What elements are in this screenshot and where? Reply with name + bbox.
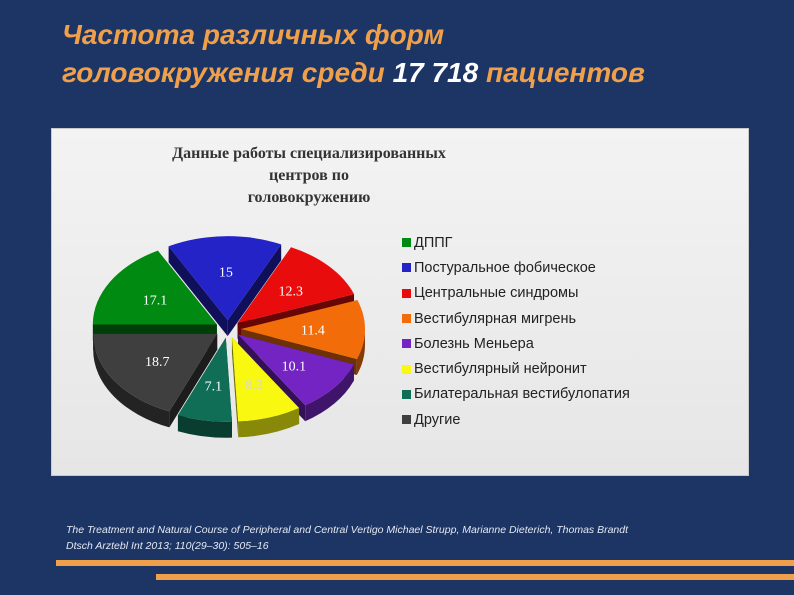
decorative-bar-top	[56, 560, 794, 566]
slide-title-line-2: головокружения среди 17 718 пациентов	[62, 54, 762, 92]
legend-item-7: Другие	[402, 407, 630, 432]
data-label-0: 17.1	[143, 294, 168, 309]
legend-label-7: Другие	[414, 411, 461, 428]
pie-slice-6	[177, 337, 232, 438]
legend-swatch-5	[402, 364, 411, 374]
chart-legend: ДППГ Постуральное фобическое Центральные с…	[402, 230, 630, 432]
pie-slice-top-7	[93, 333, 218, 412]
data-label-6: 7.1	[205, 380, 223, 395]
title-suffix: пациентов	[478, 57, 645, 88]
citation-line-1: The Treatment and Natural Course of Peri…	[66, 524, 629, 536]
pie-slice-top-6	[177, 337, 232, 422]
pie-slice-edge-4	[305, 364, 354, 422]
data-label-3: 11.4	[301, 323, 325, 338]
data-label-1: 15	[219, 266, 233, 281]
legend-label-3: Вестибулярная мигрень	[414, 310, 577, 327]
legend-label-5: Вестибулярный нейронит	[414, 361, 587, 378]
legend-swatch-1	[402, 263, 411, 273]
decorative-bar-bottom	[156, 574, 794, 580]
chart-title: Данные работы специализированных центров…	[144, 143, 474, 209]
patient-count: 17 718	[392, 57, 479, 88]
legend-swatch-2	[402, 288, 411, 298]
legend-item-3: Вестибулярная мигрень	[402, 306, 630, 331]
legend-label-6: Билатеральная вестибулопатия	[414, 386, 630, 403]
legend-item-2: Центральные синдромы	[402, 281, 630, 306]
pie-slice-wall-1-0	[168, 246, 228, 337]
legend-label-4: Болезнь Меньера	[414, 335, 534, 352]
pie-slice-edge-3	[356, 329, 365, 375]
pie-slice-top-3	[240, 300, 365, 359]
chart-title-line-1: Данные работы специализированных центров…	[172, 145, 446, 184]
pie-slice-7	[93, 333, 218, 428]
pie-slice-top-2	[237, 247, 355, 324]
legend-label-0: ДППГ	[414, 234, 453, 251]
legend-swatch-6	[402, 389, 411, 399]
data-label-7: 18.7	[145, 355, 170, 370]
pie-slice-edge-5	[238, 408, 300, 438]
pie-slice-top-0	[92, 250, 217, 325]
slide-title-line-1: Частота различных форм	[62, 19, 445, 50]
title-prefix: головокружения среди	[62, 57, 393, 88]
citation: The Treatment and Natural Course of Peri…	[66, 522, 756, 554]
pie-slice-edge-6	[177, 415, 232, 438]
legend-item-1: Постуральное фобическое	[402, 255, 630, 280]
slide-title: Частота различных форм головокружения ср…	[62, 16, 762, 92]
pie-slice-1	[168, 236, 282, 337]
legend-item-0: ДППГ	[402, 230, 630, 255]
legend-swatch-7	[402, 415, 411, 425]
pie-slice-edge-7	[93, 333, 170, 428]
pie-slice-top-1	[168, 236, 282, 321]
pie-slice-5	[231, 337, 300, 438]
legend-label-2: Центральные синдромы	[414, 285, 579, 302]
pie-slice-top-5	[231, 337, 300, 422]
legend-item-4: Болезнь Меньера	[402, 331, 630, 356]
pie-slice-wall-5-1	[231, 337, 239, 438]
data-label-2: 12.3	[279, 284, 304, 299]
legend-swatch-0	[402, 238, 411, 248]
chart-card: Данные работы специализированных центров…	[51, 128, 749, 476]
pie-slice-top-4	[238, 334, 354, 406]
legend-label-1: Постуральное фобическое	[414, 259, 596, 276]
data-label-5: 8.3	[245, 378, 263, 393]
legend-item-6: Билатеральная вестибулопатия	[402, 382, 630, 407]
legend-swatch-3	[402, 314, 411, 324]
pie-chart: 17.1 15 12.3 11.4 10.1 8.3 7.1 18.7	[92, 236, 365, 438]
chart-title-line-2: головокружению	[247, 189, 371, 206]
data-label-4: 10.1	[282, 359, 307, 374]
legend-swatch-4	[402, 339, 411, 349]
pie-slice-wall-1-1	[227, 244, 282, 337]
legend-item-5: Вестибулярный нейронит	[402, 356, 630, 381]
pie-slice-wall-7-0	[169, 333, 218, 428]
citation-line-2: Dtsch Arztebl Int 2013; 110(29–30): 505–…	[66, 540, 269, 552]
